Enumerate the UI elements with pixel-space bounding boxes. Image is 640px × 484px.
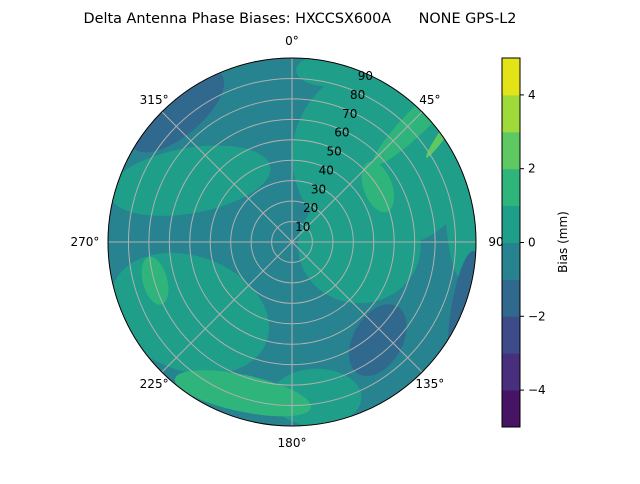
contour-region — [349, 304, 407, 376]
radial-tick-label: 90 — [358, 69, 373, 83]
angular-tick-label: 315° — [140, 93, 169, 107]
radial-tick-label: 70 — [342, 107, 357, 121]
radial-tick-labels: 10 20 30 40 50 60 70 80 90 — [295, 69, 373, 234]
angular-tick-label: 225° — [140, 377, 169, 391]
chart-title: Delta Antenna Phase Biases: HXCCSX600A N… — [84, 11, 517, 27]
angular-tick-label: 270° — [71, 235, 100, 249]
angular-tick-label: 0° — [285, 34, 299, 48]
angular-gridline — [161, 241, 293, 373]
radial-tick-label: 30 — [311, 182, 326, 196]
polar-frame — [107, 57, 477, 427]
colorbar-tick-label: 0 — [528, 236, 536, 250]
contour-region — [141, 256, 169, 305]
polar-grid — [107, 57, 477, 427]
colorbar-band — [502, 94, 520, 133]
angular-gridline — [291, 111, 423, 243]
colorbar-tick-label: 2 — [528, 162, 536, 176]
contour-region — [445, 119, 476, 283]
angular-tick-label: 45° — [419, 93, 440, 107]
colorbar-label: Bias (mm) — [556, 211, 570, 273]
radial-tick-label: 60 — [334, 126, 349, 140]
colorbar: −4 −2 0 2 4 — [501, 57, 546, 428]
angular-gridline — [291, 241, 423, 373]
colorbar-band — [502, 131, 520, 170]
colorbar-tick-label: 4 — [528, 88, 536, 102]
radial-tick-label: 50 — [326, 145, 341, 159]
colorbar-band — [502, 353, 520, 391]
contour-region — [298, 188, 421, 304]
colorbar-tick-label: −2 — [528, 309, 546, 323]
colorbar-band — [502, 58, 520, 96]
radial-tick-label: 20 — [303, 201, 318, 215]
colorbar-band — [502, 168, 520, 207]
colorbar-tick-label: −4 — [528, 383, 546, 397]
contour-region — [109, 145, 271, 216]
radial-tick-label: 80 — [350, 88, 365, 102]
colorbar-band — [502, 205, 520, 243]
angular-gridline — [161, 111, 293, 243]
colorbar-band — [502, 279, 520, 317]
colorbar-band — [502, 242, 520, 280]
angular-tick-label: 135° — [415, 377, 444, 391]
colorbar-band — [502, 390, 520, 428]
radial-tick-label: 10 — [295, 220, 310, 234]
colorbar-band — [502, 316, 520, 354]
radial-tick-label: 40 — [319, 163, 334, 177]
contour-region — [130, 69, 225, 153]
angular-tick-label: 180° — [278, 436, 307, 450]
